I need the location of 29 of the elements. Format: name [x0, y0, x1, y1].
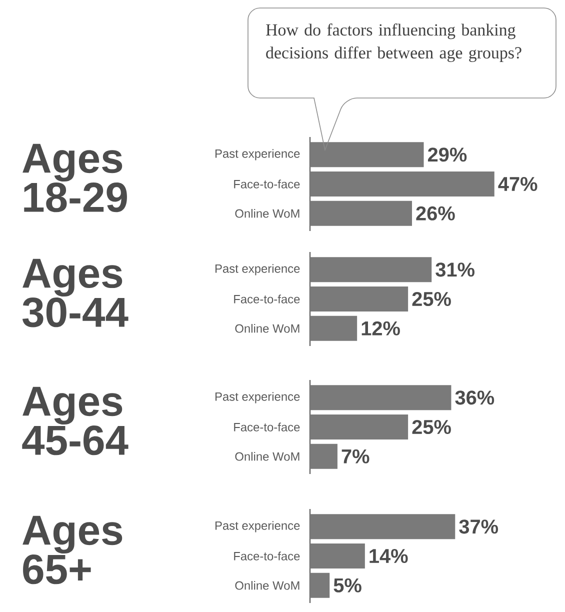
- y-tick-label: Face-to-face: [234, 294, 300, 304]
- data-label: 37%: [459, 520, 498, 534]
- y-tick-label: Past experience: [215, 264, 300, 276]
- data-label: 5%: [334, 578, 362, 592]
- data-label: 7%: [342, 449, 370, 464]
- data-label: 36%: [455, 390, 494, 405]
- y-tick-label: Online WoM: [235, 581, 300, 590]
- y-tick-label: Past experience: [215, 521, 300, 532]
- chart-title: Ages 65+: [22, 516, 122, 584]
- chart-title: Ages 18-29: [22, 144, 127, 212]
- data-label: 26%: [416, 206, 455, 220]
- text: How do factors influencing banking decisions differ between age groups?: [266, 24, 522, 62]
- y-tick-label: Face-to-face: [234, 552, 300, 560]
- data-label: 14%: [370, 549, 408, 564]
- data-label: 25%: [412, 420, 451, 434]
- data-label: 47%: [498, 177, 538, 192]
- y-tick-label: Face-to-face: [234, 180, 300, 188]
- data-label: 31%: [436, 262, 474, 277]
- y-tick-label: Online WoM: [235, 452, 300, 461]
- y-tick-label: Online WoM: [235, 209, 300, 218]
- y-tick-label: Past experience: [215, 149, 300, 160]
- data-label: 12%: [362, 321, 400, 336]
- data-label: 29%: [428, 148, 467, 162]
- data-label: 25%: [412, 292, 451, 306]
- y-tick-label: Face-to-face: [234, 422, 300, 432]
- chart-title: Ages 30-44: [22, 258, 128, 328]
- chart-title: Ages 45-64: [22, 386, 128, 456]
- y-tick-label: Past experience: [215, 392, 300, 404]
- y-tick-label: Online WoM: [235, 324, 300, 333]
